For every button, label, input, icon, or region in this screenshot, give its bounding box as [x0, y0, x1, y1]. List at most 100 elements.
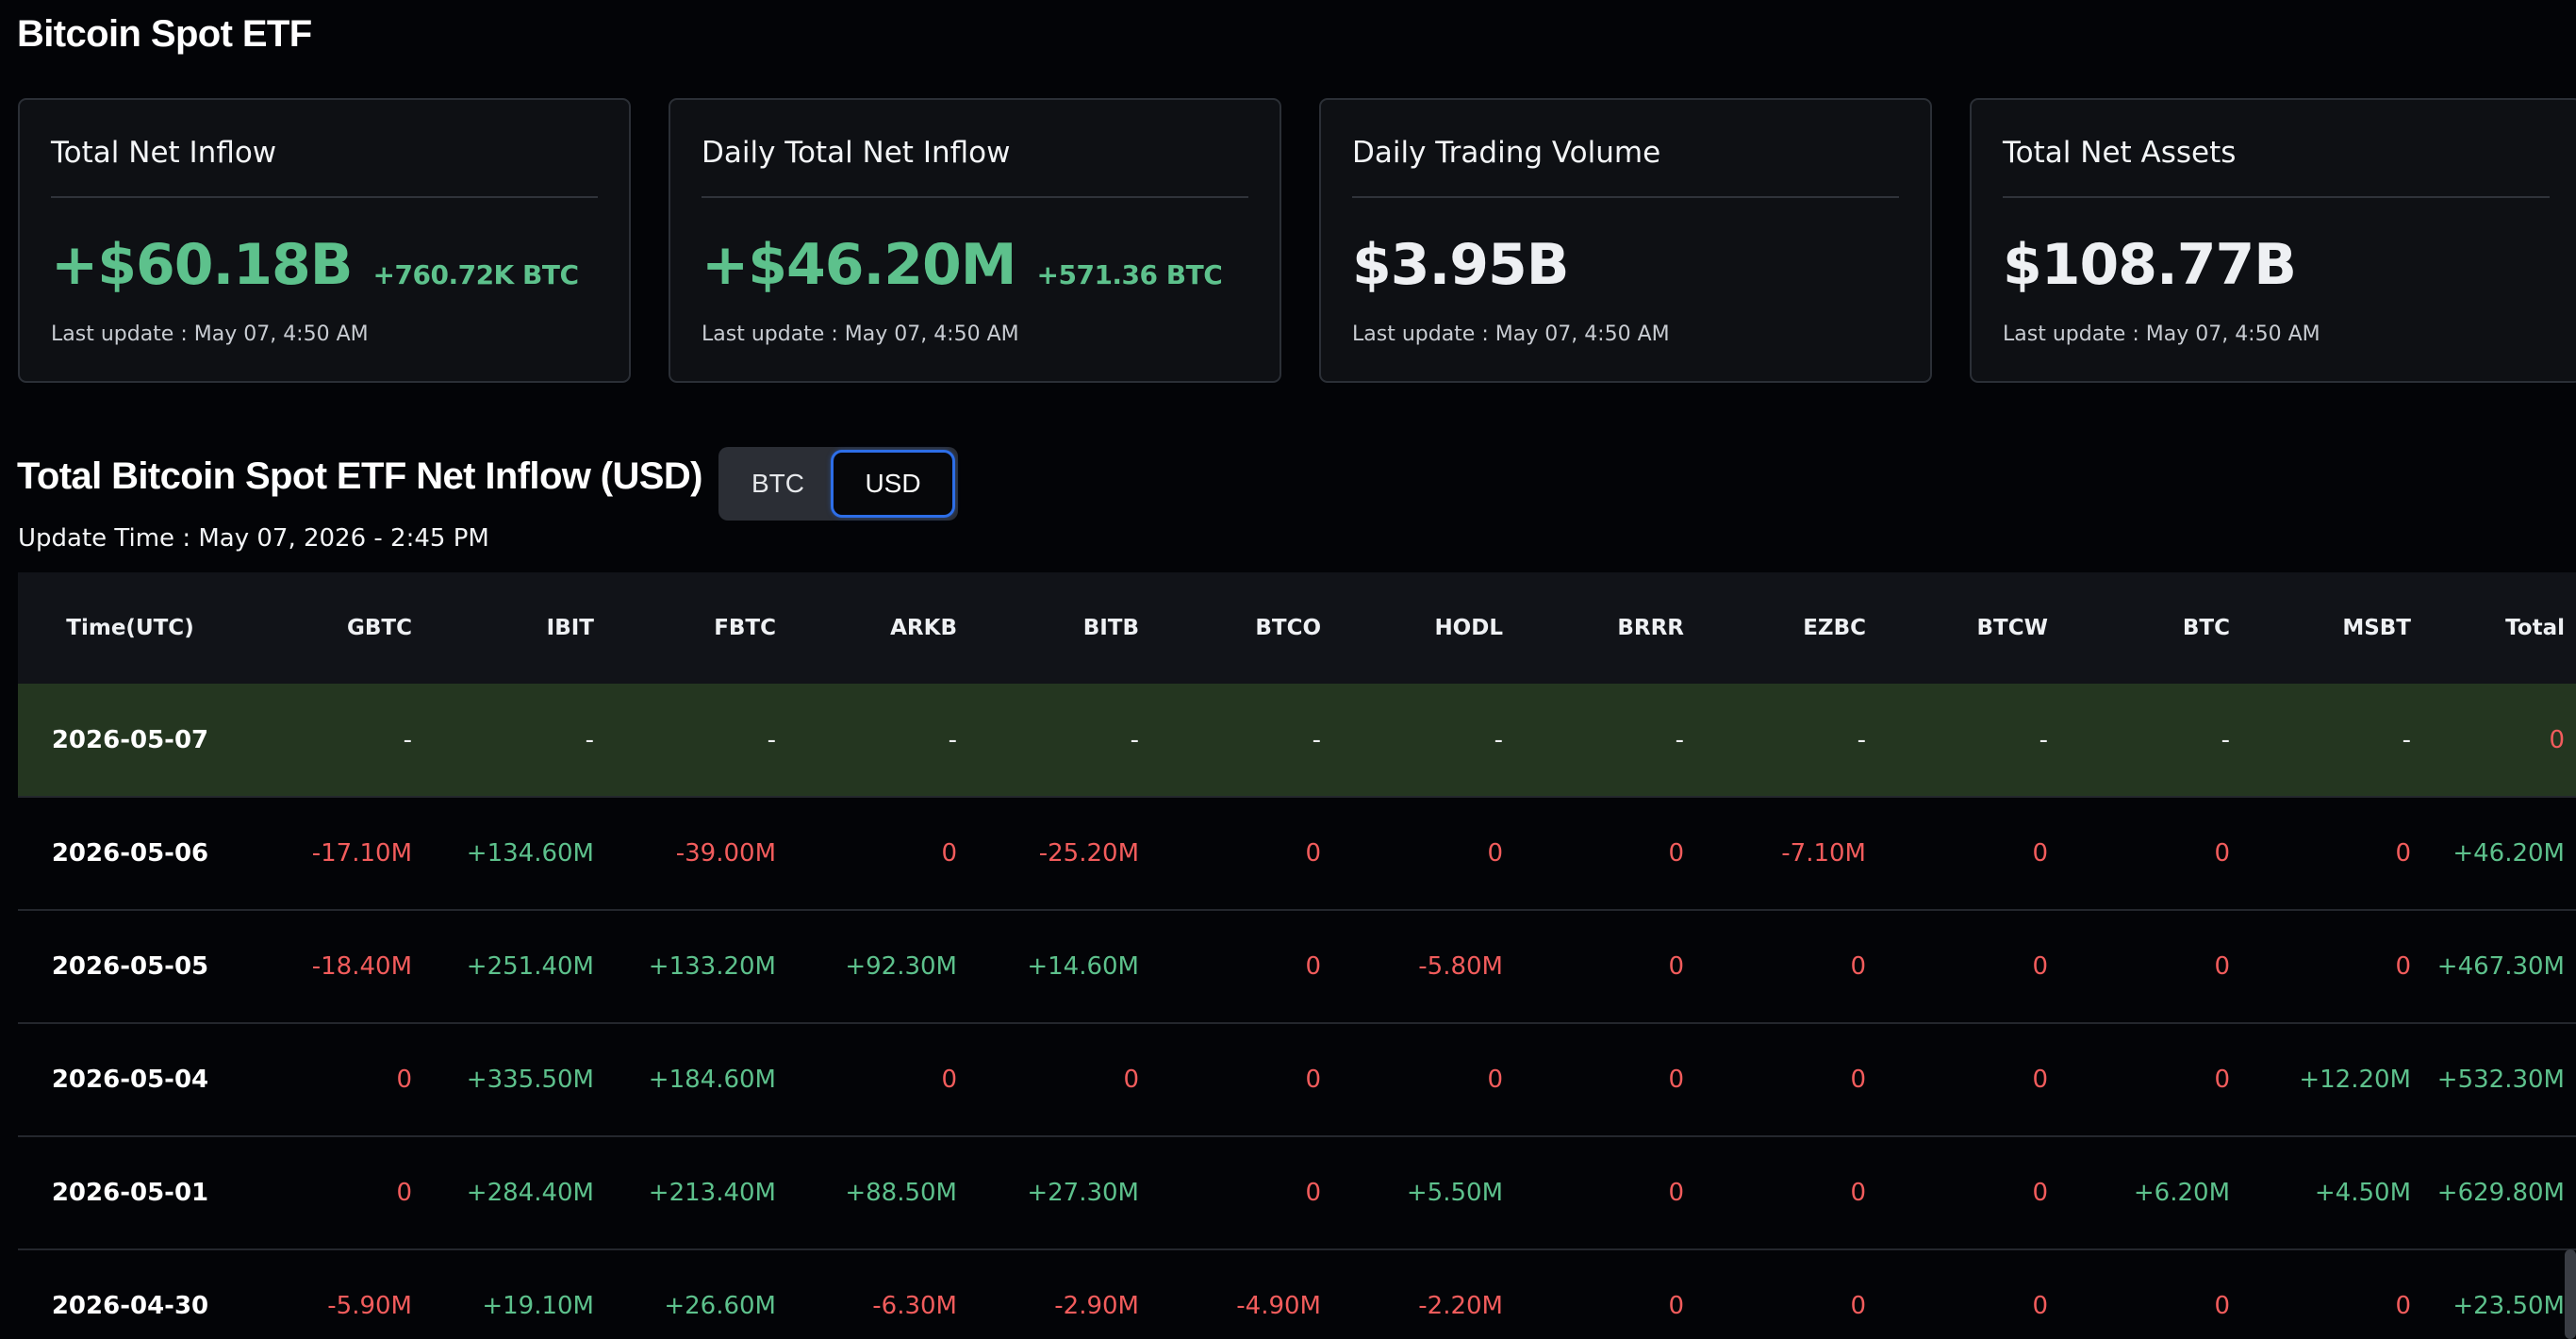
card-last-update: Last update : May 07, 4:50 AM: [702, 322, 1019, 346]
flow-cell-arkb: 0: [941, 1066, 957, 1094]
flow-cell-total: +629.80M: [2436, 1179, 2565, 1207]
card-title: Total Net Assets: [2003, 136, 2237, 170]
card-daily-total-net-inflow: Daily Total Net Inflow +$46.20M +571.36 …: [669, 98, 1281, 383]
column-header-gbtc[interactable]: GBTC: [347, 616, 412, 640]
column-header-btcw[interactable]: BTCW: [1976, 616, 2048, 640]
card-value: +$46.20M: [702, 232, 1017, 298]
flow-cell-btc: 0: [2214, 1292, 2230, 1320]
column-header-arkb[interactable]: ARKB: [890, 616, 957, 640]
table-row[interactable]: 2026-04-30 -5.90M +19.10M +26.60M -6.30M -2.9…: [18, 1249, 2576, 1339]
flow-cell-ezbc: -7.10M: [1781, 839, 1866, 868]
date-cell: 2026-05-04: [51, 1066, 209, 1094]
flow-cell-hodl: -2.20M: [1418, 1292, 1503, 1320]
table-scrollbar[interactable]: [2565, 1249, 2576, 1339]
flow-cell-ibit: +134.60M: [466, 839, 594, 868]
flow-cell-hodl: 0: [1487, 839, 1503, 868]
card-value-row: $108.77B: [2003, 232, 2317, 298]
flow-cell-brrr: 0: [1668, 1066, 1684, 1094]
date-cell: 2026-05-06: [51, 839, 209, 868]
column-header-btc[interactable]: BTC: [2182, 616, 2230, 640]
flow-cell-ezbc: 0: [1850, 1066, 1866, 1094]
table-row[interactable]: 2026-05-01 0 +284.40M +213.40M +88.50M +27.30…: [18, 1136, 2576, 1249]
flow-cell-btc: 0: [2214, 839, 2230, 868]
flow-cell-hodl: +5.50M: [1406, 1179, 1503, 1207]
flow-cell-ibit: -: [585, 725, 594, 754]
column-header-ibit[interactable]: IBIT: [546, 616, 594, 640]
update-time: Update Time : May 07, 2026 - 2:45 PM: [18, 524, 489, 553]
flow-cell-brrr: -: [1675, 725, 1684, 754]
date-cell: 2026-04-30: [51, 1292, 209, 1320]
flow-cell-ezbc: 0: [1850, 1292, 1866, 1320]
card-value-row: +$46.20M +571.36 BTC: [702, 232, 1223, 298]
flow-cell-btc: 0: [2214, 1066, 2230, 1094]
card-value: +$60.18B: [51, 232, 354, 298]
column-header-time[interactable]: Time(UTC): [66, 616, 194, 640]
flow-cell-ibit: +335.50M: [466, 1066, 594, 1094]
flow-cell-btcw: 0: [2032, 952, 2048, 981]
date-cell: 2026-05-01: [51, 1179, 209, 1207]
column-header-brrr[interactable]: BRRR: [1617, 616, 1684, 640]
card-value-row: $3.95B: [1352, 232, 1590, 298]
card-sub-value: +571.36 BTC: [1036, 259, 1223, 290]
card-value: $108.77B: [2003, 232, 2297, 298]
flow-cell-bitb: 0: [1123, 1066, 1139, 1094]
flow-cell-gbtc: -: [403, 725, 412, 754]
table-row[interactable]: 2026-05-06 -17.10M +134.60M -39.00M 0 -25.20M…: [18, 797, 2576, 910]
flow-cell-gbtc: -18.40M: [311, 952, 412, 981]
usd-toggle-button[interactable]: USD: [834, 453, 952, 515]
table-row[interactable]: 2026-05-07 - - - - - - - - - - - - 0: [18, 684, 2576, 797]
flow-cell-hodl: 0: [1487, 1066, 1503, 1094]
flow-cell-bitb: +27.30M: [1027, 1179, 1139, 1207]
flow-cell-ezbc: -: [1857, 725, 1866, 754]
date-cell: 2026-05-05: [51, 952, 209, 981]
flow-cell-btc: -: [2221, 725, 2230, 754]
column-header-fbtc[interactable]: FBTC: [714, 616, 776, 640]
flow-cell-fbtc: +26.60M: [664, 1292, 776, 1320]
column-header-btco[interactable]: BTCO: [1255, 616, 1321, 640]
flow-cell-arkb: +88.50M: [845, 1179, 957, 1207]
flow-cell-brrr: 0: [1668, 839, 1684, 868]
flow-cell-btcw: 0: [2032, 1066, 2048, 1094]
column-header-hodl[interactable]: HODL: [1434, 616, 1503, 640]
page-title: Bitcoin Spot ETF: [17, 13, 312, 55]
flow-cell-msbt: +4.50M: [2314, 1179, 2411, 1207]
etf-flow-table-container: Time(UTC) GBTC IBIT FBTC ARKB BITB BTCO …: [18, 572, 2576, 1339]
flow-cell-msbt: -: [2402, 725, 2411, 754]
table-row[interactable]: 2026-05-05 -18.40M +251.40M +133.20M +92.30M…: [18, 910, 2576, 1023]
flow-cell-fbtc: +213.40M: [648, 1179, 776, 1207]
column-header-msbt[interactable]: MSBT: [2342, 616, 2411, 640]
flow-cell-arkb: +92.30M: [845, 952, 957, 981]
table-row[interactable]: 2026-05-04 0 +335.50M +184.60M 0 0 0 0 0 0 0 0 +12.2…: [18, 1023, 2576, 1136]
section-title: Total Bitcoin Spot ETF Net Inflow (USD): [17, 455, 703, 497]
flow-cell-arkb: -6.30M: [872, 1292, 957, 1320]
flow-cell-bitb: -2.90M: [1054, 1292, 1139, 1320]
flow-cell-btco: 0: [1305, 839, 1321, 868]
flow-cell-fbtc: +133.20M: [648, 952, 776, 981]
flow-cell-hodl: -5.80M: [1418, 952, 1503, 981]
flow-cell-arkb: -: [948, 725, 957, 754]
card-sub-value: +760.72K BTC: [372, 259, 579, 290]
card-title: Daily Trading Volume: [1352, 136, 1661, 170]
card-title: Daily Total Net Inflow: [702, 136, 1011, 170]
flow-cell-msbt: 0: [2395, 1292, 2411, 1320]
btc-toggle-button[interactable]: BTC: [751, 469, 804, 498]
column-header-total[interactable]: Total: [2505, 616, 2565, 640]
flow-cell-ibit: +19.10M: [482, 1292, 594, 1320]
flow-cell-btcw: -: [2039, 725, 2048, 754]
card-value: $3.95B: [1352, 232, 1570, 298]
flow-cell-fbtc: -39.00M: [675, 839, 776, 868]
flow-cell-btc: 0: [2214, 952, 2230, 981]
flow-cell-ezbc: 0: [1850, 952, 1866, 981]
flow-cell-brrr: 0: [1668, 1292, 1684, 1320]
flow-cell-fbtc: +184.60M: [648, 1066, 776, 1094]
column-header-ezbc[interactable]: EZBC: [1803, 616, 1866, 640]
column-header-bitb[interactable]: BITB: [1082, 616, 1139, 640]
flow-cell-gbtc: -5.90M: [327, 1292, 412, 1320]
flow-cell-brrr: 0: [1668, 1179, 1684, 1207]
flow-cell-total: 0: [2549, 725, 2565, 754]
date-cell: 2026-05-07: [51, 725, 209, 754]
card-last-update: Last update : May 07, 4:50 AM: [2003, 322, 2320, 346]
flow-cell-btcw: 0: [2032, 839, 2048, 868]
card-divider: [702, 196, 1248, 198]
